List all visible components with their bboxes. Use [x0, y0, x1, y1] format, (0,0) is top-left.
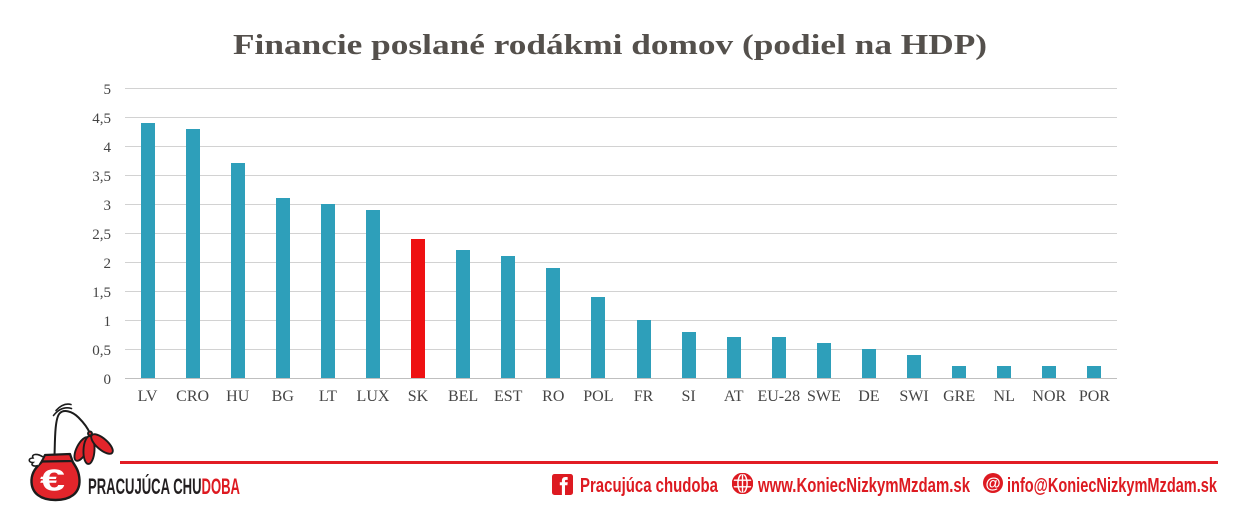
svg-text:@: @	[985, 475, 1000, 492]
svg-text:€: €	[40, 463, 65, 498]
